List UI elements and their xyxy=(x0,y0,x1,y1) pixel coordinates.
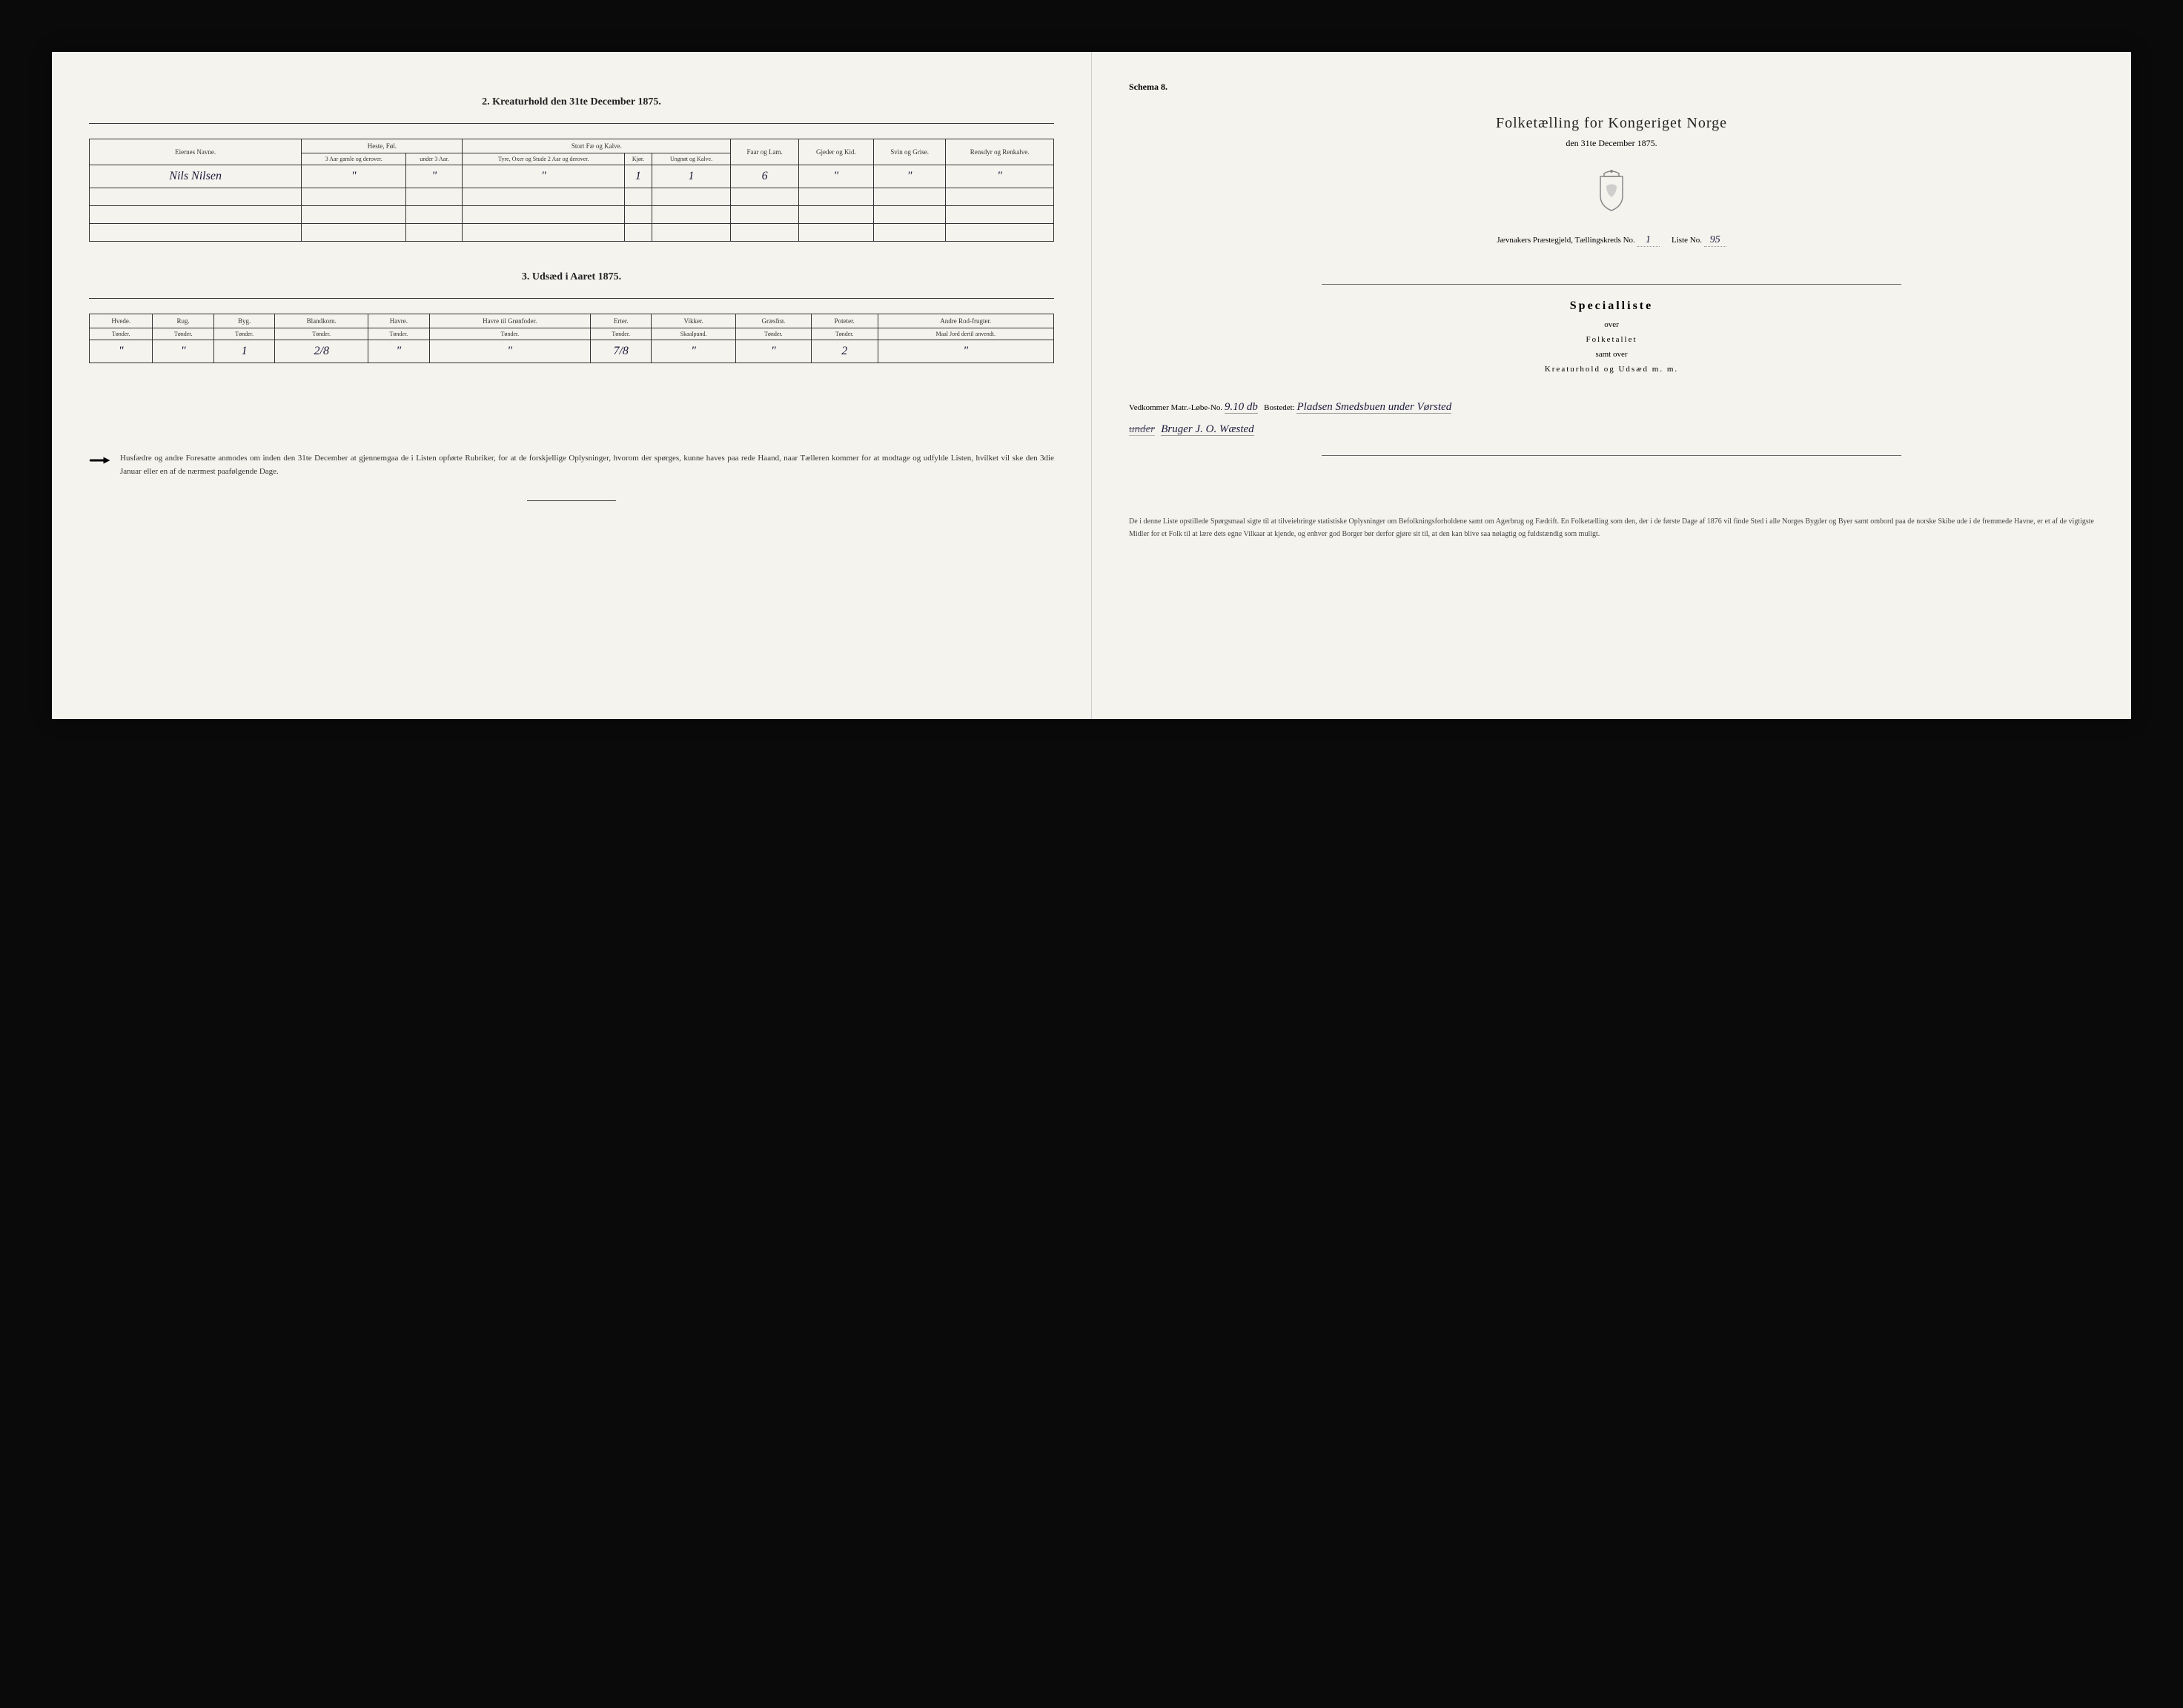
cell: 1 xyxy=(213,340,274,363)
col-stort-sub2: Kjør. xyxy=(625,153,652,165)
unit: Tønder. xyxy=(213,328,274,340)
livestock-table: Eiernes Navne. Heste, Føl. Stort Fæ og K… xyxy=(89,139,1054,242)
matr-no: 9.10 db xyxy=(1225,401,1258,414)
col-faar: Faar og Lam. xyxy=(731,139,798,165)
unit: Tønder. xyxy=(275,328,368,340)
cell: " xyxy=(652,340,735,363)
col-havre: Havre. xyxy=(368,314,429,328)
table-row: Nils Nilsen " " " 1 1 6 " " " xyxy=(90,165,1054,188)
col-stort-sub1: Tyre, Oxer og Stude 2 Aar og derover. xyxy=(463,153,625,165)
paper-spread: 2. Kreaturhold den 31te December 1875. E… xyxy=(52,52,2131,719)
cell: 1 xyxy=(652,165,731,188)
rule xyxy=(89,298,1054,299)
section2-title: 2. Kreaturhold den 31te December 1875. xyxy=(89,96,1054,108)
col-erter: Erter. xyxy=(590,314,651,328)
liste-label: Liste No. xyxy=(1672,236,1702,245)
instructions-text: Husfædre og andre Foresatte anmodes om i… xyxy=(120,452,1054,478)
cell: " xyxy=(873,165,946,188)
cell: " xyxy=(946,165,1054,188)
cell: 7/8 xyxy=(590,340,651,363)
sowing-table: Hvede. Rug. Byg. Blandkorn. Havre. Havre… xyxy=(89,314,1054,363)
coat-of-arms-icon xyxy=(1593,168,1630,212)
cell: " xyxy=(798,165,873,188)
folketallet: Folketallet xyxy=(1129,335,2094,344)
cell: 6 xyxy=(731,165,798,188)
col-graesfro: Græsfrø. xyxy=(735,314,811,328)
main-title: Folketælling for Kongeriget Norge xyxy=(1129,115,2094,132)
unit: Tønder. xyxy=(735,328,811,340)
cell: " xyxy=(735,340,811,363)
unit: Tønder. xyxy=(429,328,590,340)
unit: Tønder. xyxy=(153,328,213,340)
col-blandkorn: Blandkorn. xyxy=(275,314,368,328)
bruger-value: Bruger J. O. Wæsted xyxy=(1161,423,1253,436)
col-heste-sub2: under 3 Aar. xyxy=(406,153,463,165)
col-heste-sub1: 3 Aar gamle og derover. xyxy=(302,153,406,165)
cell: " xyxy=(153,340,213,363)
cell: " xyxy=(878,340,1053,363)
bosted-label: Bostedet: xyxy=(1264,403,1295,412)
col-owner: Eiernes Navne. xyxy=(90,139,302,165)
rule xyxy=(1322,284,1901,285)
table-row xyxy=(90,224,1054,242)
col-gjeder: Gjeder og Kid. xyxy=(798,139,873,165)
census-date: den 31te December 1875. xyxy=(1129,138,2094,149)
parish-no: 1 xyxy=(1637,234,1660,247)
table-row xyxy=(90,206,1054,224)
unit: Tønder. xyxy=(368,328,429,340)
col-heste: Heste, Føl. xyxy=(302,139,463,153)
section3-title: 3. Udsæd i Aaret 1875. xyxy=(89,271,1054,283)
cell: 1 xyxy=(625,165,652,188)
unit: Tønder. xyxy=(811,328,878,340)
cell: 2 xyxy=(811,340,878,363)
col-svin: Svin og Grise. xyxy=(873,139,946,165)
rule xyxy=(89,123,1054,124)
table-row xyxy=(90,188,1054,206)
samt-over: samt over xyxy=(1129,350,2094,359)
col-havretil: Havre til Grønfoder. xyxy=(429,314,590,328)
struck-text: under xyxy=(1129,423,1155,436)
document-frame: 2. Kreaturhold den 31te December 1875. E… xyxy=(30,30,2153,741)
cell: " xyxy=(429,340,590,363)
col-hvede: Hvede. xyxy=(90,314,153,328)
matr-label: Vedkommer Matr.-Løbe-No. xyxy=(1129,403,1222,412)
cell-name: Nils Nilsen xyxy=(90,165,302,188)
col-poteter: Poteter. xyxy=(811,314,878,328)
instructions-block: Husfædre og andre Foresatte anmodes om i… xyxy=(89,452,1054,478)
right-page: Schema 8. Folketælling for Kongeriget No… xyxy=(1092,52,2131,719)
bosted-value: Pladsen Smedsbuen under Vørsted xyxy=(1296,401,1451,414)
unit: Maal Jord dertil anvendt. xyxy=(878,328,1053,340)
unit: Skaalpund. xyxy=(652,328,735,340)
col-stort: Stort Fæ og Kalve. xyxy=(463,139,731,153)
parish-prefix: Jævnakers Præstegjeld, Tællingskreds No. xyxy=(1497,236,1634,245)
table-row: " " 1 2/8 " " 7/8 " " 2 " xyxy=(90,340,1054,363)
left-page: 2. Kreaturhold den 31te December 1875. E… xyxy=(52,52,1092,719)
col-rensdyr: Rensdyr og Renkalve. xyxy=(946,139,1054,165)
kreaturhold-text: Kreaturhold og Udsæd m. m. xyxy=(1129,365,2094,374)
col-stort-sub3: Ungnøt og Kalve. xyxy=(652,153,731,165)
cell: " xyxy=(90,340,153,363)
col-rug: Rug. xyxy=(153,314,213,328)
cell: " xyxy=(302,165,406,188)
cell: " xyxy=(406,165,463,188)
rule xyxy=(1322,455,1901,456)
matr-line: Vedkommer Matr.-Løbe-No. 9.10 db Bostede… xyxy=(1129,396,2094,440)
unit: Tønder. xyxy=(590,328,651,340)
right-instructions: De i denne Liste opstillede Spørgsmaal s… xyxy=(1129,515,2094,540)
cell: " xyxy=(368,340,429,363)
pointing-hand-icon xyxy=(89,454,111,467)
special-title: Specialliste xyxy=(1129,299,2094,313)
over-text: over xyxy=(1129,320,2094,329)
unit: Tønder. xyxy=(90,328,153,340)
cell: " xyxy=(463,165,625,188)
cell: 2/8 xyxy=(275,340,368,363)
divider xyxy=(527,500,616,501)
liste-no: 95 xyxy=(1704,234,1726,247)
schema-label: Schema 8. xyxy=(1129,82,2094,93)
col-byg: Byg. xyxy=(213,314,274,328)
col-andre: Andre Rod-frugter. xyxy=(878,314,1053,328)
parish-line: Jævnakers Præstegjeld, Tællingskreds No.… xyxy=(1129,234,2094,247)
col-vikker: Vikker. xyxy=(652,314,735,328)
